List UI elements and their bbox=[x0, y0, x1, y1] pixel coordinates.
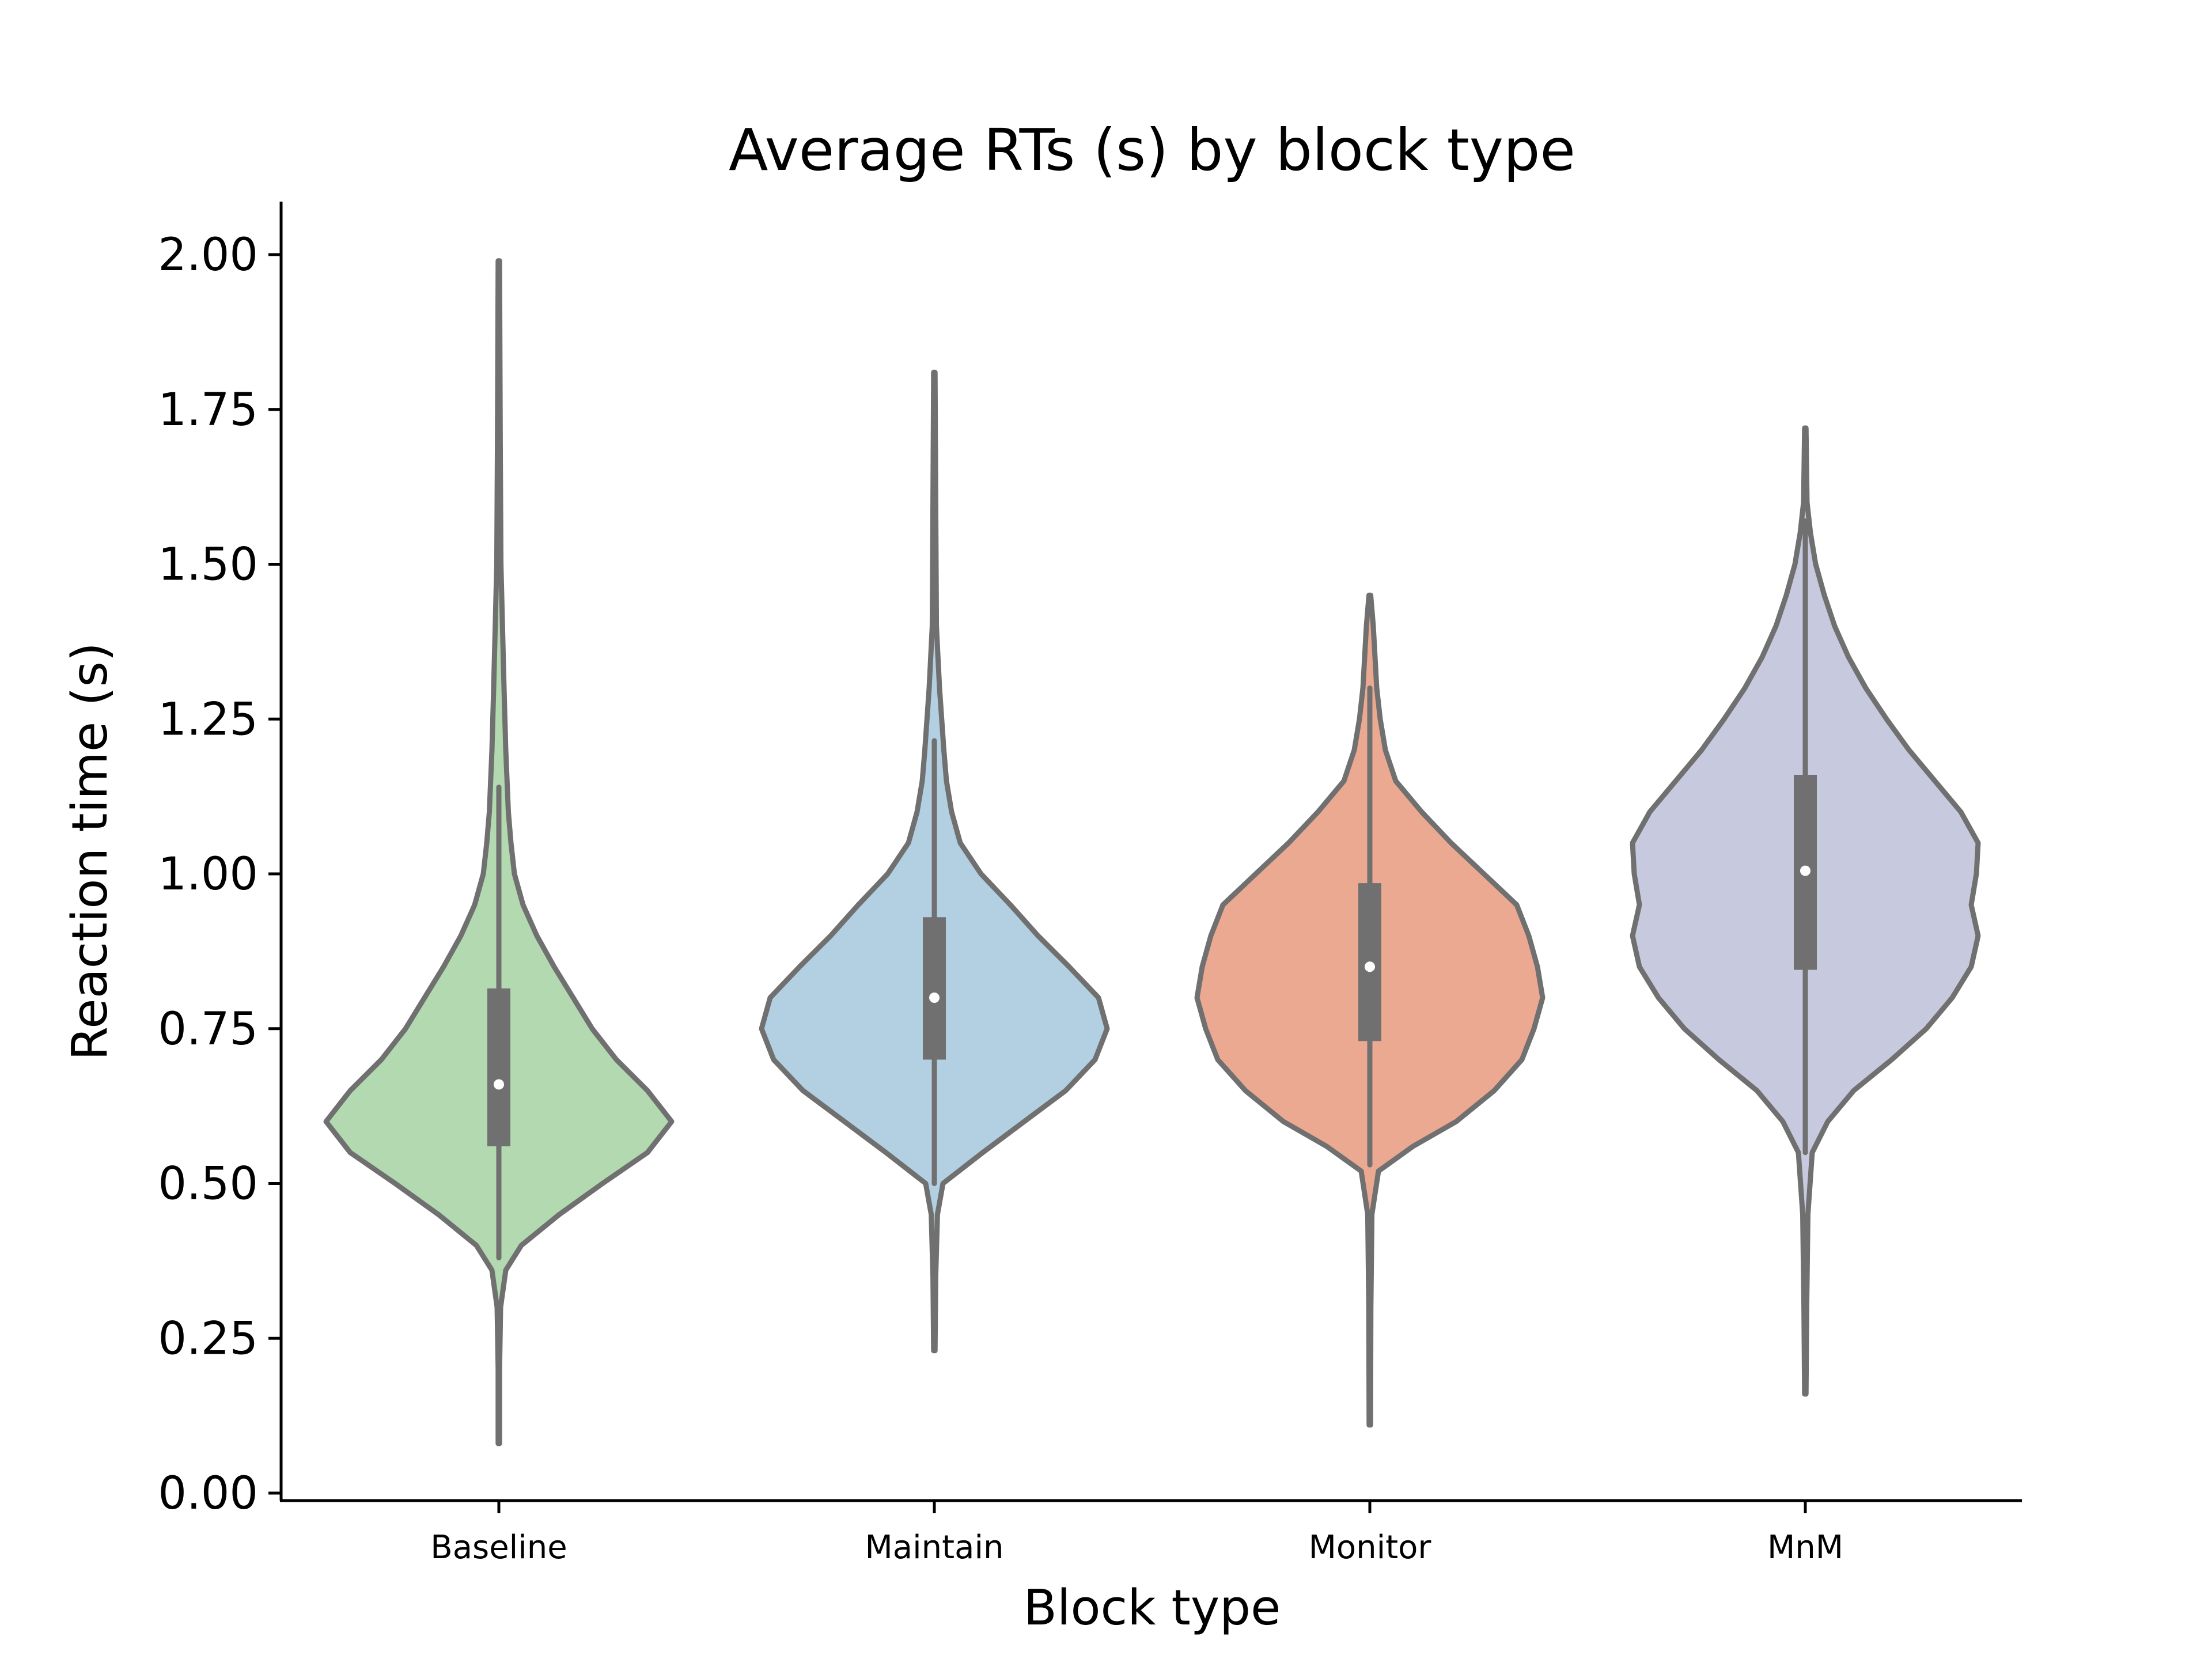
violin-iqr-box bbox=[487, 988, 510, 1146]
x-axis-ticks: Baseline Maintain Monitor MnM bbox=[430, 1501, 1843, 1566]
y-tick-label: 1.75 bbox=[158, 384, 258, 436]
x-tick-label: Baseline bbox=[430, 1529, 567, 1566]
violin-baseline bbox=[323, 258, 675, 1446]
violin-median-dot bbox=[494, 1079, 504, 1090]
chart-title: Average RTs (s) by block type bbox=[729, 116, 1575, 184]
y-tick-label: 0.50 bbox=[158, 1158, 258, 1210]
y-tick-label: 0.75 bbox=[158, 1003, 258, 1055]
y-tick-label: 1.50 bbox=[158, 539, 258, 591]
violin-maintain bbox=[759, 369, 1110, 1354]
violins bbox=[323, 258, 1981, 1446]
y-tick-label: 0.00 bbox=[158, 1468, 258, 1520]
violin-median-dot bbox=[1365, 961, 1375, 972]
x-tick-label: Maintain bbox=[865, 1529, 1003, 1566]
x-tick-label: MnM bbox=[1767, 1529, 1843, 1566]
y-tick-label: 0.25 bbox=[158, 1313, 258, 1365]
x-axis-label: Block type bbox=[1024, 1580, 1281, 1637]
violin-monitor bbox=[1194, 592, 1546, 1428]
violin-median-dot bbox=[1800, 865, 1810, 876]
x-tick-label: Monitor bbox=[1309, 1529, 1432, 1566]
y-axis-label: Reaction time (s) bbox=[62, 642, 119, 1060]
violin-iqr-box bbox=[923, 917, 946, 1060]
y-tick-label: 2.00 bbox=[158, 229, 258, 281]
violin-median-dot bbox=[929, 993, 940, 1003]
violin-mnm bbox=[1630, 425, 1981, 1397]
y-tick-label: 1.00 bbox=[158, 849, 258, 900]
y-axis-ticks: 0.00 0.25 0.50 0.75 1.00 1.25 1.50 1.75 2.00 bbox=[158, 229, 281, 1520]
y-tick-label: 1.25 bbox=[158, 694, 258, 745]
